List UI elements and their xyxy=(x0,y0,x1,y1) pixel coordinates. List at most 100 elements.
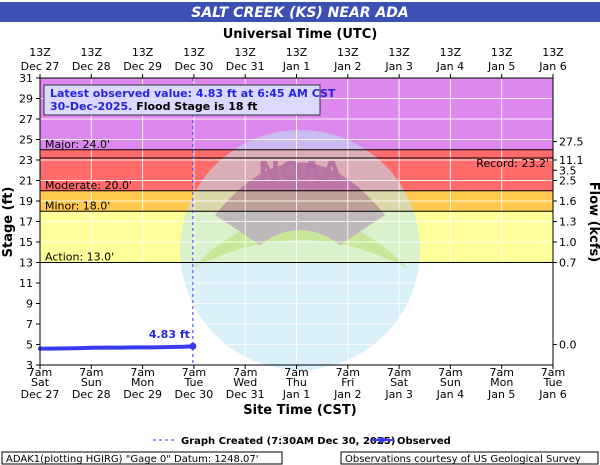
top-tick-line1-2: 13Z xyxy=(132,46,154,59)
top-tick-line1-5: 13Z xyxy=(286,46,308,59)
bottom-tick-line1-7: 7am xyxy=(387,366,411,379)
bottom-tick-line1-0: 7am xyxy=(28,366,52,379)
bottom-tick-line3-2: Dec 29 xyxy=(123,388,162,401)
top-tick-line1-7: 13Z xyxy=(388,46,410,59)
legend-created-label: Graph Created (7:30AM Dec 30, 2025) xyxy=(181,436,395,447)
stage-tick-9: 9 xyxy=(26,298,33,311)
flow-tick-0.7: 0.7 xyxy=(559,257,577,270)
top-tick-line1-9: 13Z xyxy=(491,46,513,59)
bottom-tick-line1-6: 7am xyxy=(336,366,360,379)
chart-title: SALT CREEK (KS) NEAR ADA xyxy=(191,5,409,21)
latest-value-annotation: Latest observed value: 4.83 ft at 6:45 A… xyxy=(43,84,336,116)
stage-tick-21: 21 xyxy=(19,175,33,188)
footer-right-box xyxy=(340,451,599,465)
bottom-tick-line3-9: Jan 5 xyxy=(487,388,515,401)
bottom-tick-line3-6: Jan 2 xyxy=(333,388,361,401)
top-tick-line1-1: 13Z xyxy=(81,46,103,59)
bottom-tick-line3-0: Dec 27 xyxy=(21,388,60,401)
plot-area: NOAA Action: 13.0' Minor: 18.0' Moderate: … xyxy=(38,77,554,370)
flow-tick-0.0: 0.0 xyxy=(559,339,577,352)
bottom-tick-line1-8: 7am xyxy=(438,366,462,379)
top-axis-title: Universal Time (UTC) xyxy=(223,27,378,42)
annotation-flood-stage: Flood Stage is 18 ft xyxy=(132,100,257,113)
flow-tick-1.3: 1.3 xyxy=(559,216,577,229)
top-tick-line2-4: Dec 31 xyxy=(226,60,265,73)
annotation-date: 30-Dec-2025. xyxy=(50,100,132,113)
stage-tick-5: 5 xyxy=(26,339,33,352)
flow-tick-11.1: 11.1 xyxy=(559,154,584,167)
stage-tick-23: 23 xyxy=(19,154,33,167)
top-tick-line2-6: Jan 2 xyxy=(333,60,361,73)
bottom-tick-line2-10: Tue xyxy=(543,376,563,389)
bottom-tick-line2-0: Sat xyxy=(31,376,50,389)
bottom-tick-line1-4: 7am xyxy=(233,366,257,379)
flood-stage-lines: Action: 13.0' Minor: 18.0' Moderate: 20.0'… xyxy=(40,138,553,264)
stage-tick-3: 3 xyxy=(26,359,33,372)
flow-axis-ticks: 0.0 0.7 1.0 1.3 1.6 2.5 11.13.5 27.5 xyxy=(553,136,584,352)
observed-series-line xyxy=(38,344,195,351)
top-tick-line2-1: Dec 28 xyxy=(72,60,111,73)
bottom-tick-line3-4: Dec 31 xyxy=(226,388,265,401)
bottom-tick-line1-3: 7am xyxy=(182,366,206,379)
title-banner xyxy=(0,2,600,22)
stage-tick-29: 29 xyxy=(19,93,33,106)
bottom-tick-line3-10: Jan 6 xyxy=(538,388,566,401)
flow-tick-1.0: 1.0 xyxy=(559,236,577,249)
legend: Graph Created (7:30AM Dec 30, 2025) Obse… xyxy=(153,436,451,447)
bottom-tick-line3-8: Jan 4 xyxy=(436,388,464,401)
top-tick-line2-5: Jan 1 xyxy=(282,60,310,73)
annotation-line-1: Latest observed value: 4.83 ft at 6:45 A… xyxy=(50,87,336,100)
bottom-tick-line1-1: 7am xyxy=(79,366,103,379)
stage-tick-7: 7 xyxy=(26,318,33,331)
last-value-label: 4.83 ft xyxy=(149,328,190,341)
stage-tick-17: 17 xyxy=(19,216,33,229)
annotation-line-2: 30-Dec-2025. Flood Stage is 18 ft xyxy=(50,100,257,113)
bottom-tick-line2-7: Sat xyxy=(390,376,409,389)
top-tick-line1-0: 13Z xyxy=(29,46,51,59)
bottom-tick-line3-7: Jan 3 xyxy=(384,388,412,401)
bottom-tick-line2-1: Sun xyxy=(81,376,102,389)
stage-tick-13: 13 xyxy=(19,257,33,270)
bottom-tick-line1-10: 7am xyxy=(541,366,565,379)
noaa-seal-lettering: NOAA xyxy=(258,157,341,187)
bottom-tick-line2-2: Mon xyxy=(131,376,154,389)
footer-left-box xyxy=(1,451,283,465)
flow-tick-3.5: 3.5 xyxy=(559,164,577,177)
stage-tick-11: 11 xyxy=(19,277,33,290)
top-tick-line2-3: Dec 30 xyxy=(175,60,214,73)
stage-tick-15: 15 xyxy=(19,236,33,249)
stage-tick-31: 31 xyxy=(19,72,33,85)
bottom-tick-line3-1: Dec 28 xyxy=(72,388,111,401)
bottom-tick-line1-5: 7am xyxy=(284,366,308,379)
legend-observed-marker xyxy=(379,437,385,443)
bottom-tick-line1-9: 7am xyxy=(489,366,513,379)
top-tick-line2-8: Jan 4 xyxy=(436,60,464,73)
stage-tick-25: 25 xyxy=(19,134,33,147)
stage-label-13: Action: 13.0' xyxy=(45,251,114,264)
noaa-seal-bird xyxy=(215,162,385,245)
observed-last-point xyxy=(189,342,197,350)
top-tick-line2-0: Dec 27 xyxy=(21,60,60,73)
bottom-tick-line2-3: Tue xyxy=(184,376,204,389)
top-tick-line2-10: Jan 6 xyxy=(538,60,566,73)
bottom-tick-line3-3: Dec 30 xyxy=(175,388,214,401)
bottom-tick-line2-8: Sun xyxy=(440,376,461,389)
top-tick-line1-8: 13Z xyxy=(440,46,462,59)
stage-axis-ticks: 3 5 7 9 11 13 15 17 19 21 23 25 27 29 31 xyxy=(19,72,40,372)
bottom-tick-line3-5: Jan 1 xyxy=(282,388,310,401)
bottom-tick-line1-2: 7am xyxy=(130,366,154,379)
bottom-tick-line2-5: Thu xyxy=(285,376,307,389)
stage-label-20: Moderate: 20.0' xyxy=(45,179,132,192)
bottom-tick-line2-6: Fri xyxy=(341,376,354,389)
footer-credit: Observations courtesy of US Geological S… xyxy=(345,454,581,465)
stage-tick-19: 19 xyxy=(19,195,33,208)
legend-observed-label: Observed xyxy=(397,436,451,447)
top-tick-line1-4: 13Z xyxy=(234,46,256,59)
stage-label-18: Minor: 18.0' xyxy=(45,199,110,212)
stage-axis-title: Stage (ft) xyxy=(1,187,16,258)
record-label: Record: 23.2' xyxy=(476,157,549,170)
bottom-axis-title: Site Time (CST) xyxy=(243,403,356,418)
